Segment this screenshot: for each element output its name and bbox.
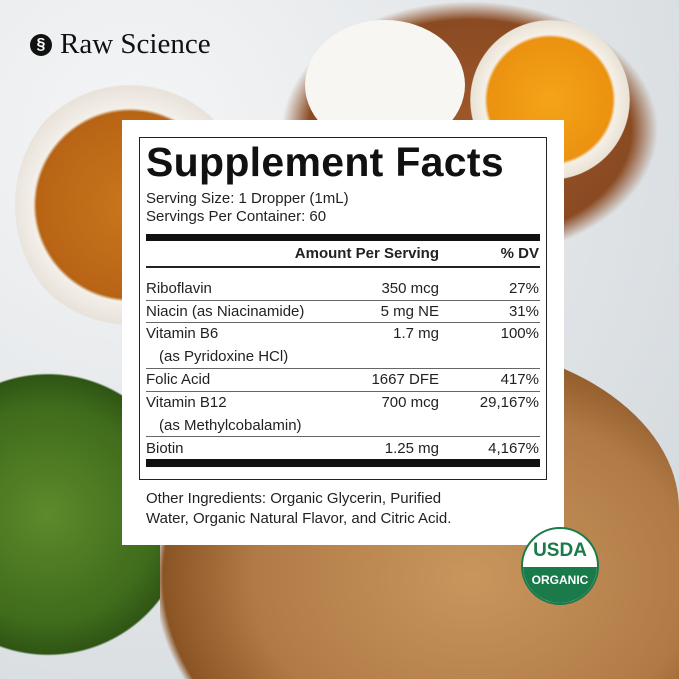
nutrient-dv: 31% (508, 303, 539, 320)
other-ingredients-line-1: Other Ingredients: Organic Glycerin, Pur… (146, 490, 442, 507)
servings-per-container: Servings Per Container: 60 (146, 208, 327, 225)
header-amount: Amount Per Serving (294, 245, 439, 262)
nutrient-source: (as Methylcobalamin) (159, 417, 302, 434)
nutrient-dv: 29,167% (479, 394, 539, 411)
row-divider (146, 300, 540, 301)
nutrient-dv: 27% (508, 280, 539, 297)
row-divider (146, 391, 540, 392)
nutrient-name: Riboflavin (146, 280, 212, 297)
serving-size: Serving Size: 1 Dropper (1mL) (146, 190, 349, 207)
brand-logo: § Raw Science (30, 28, 211, 61)
nutrient-amount: 350 mcg (381, 280, 439, 297)
nutrient-dv: 4,167% (488, 440, 539, 457)
nutrient-amount: 1.7 mg (393, 325, 439, 342)
seal-line-2: ORGANIC (523, 567, 597, 603)
header-dv: % DV (500, 245, 539, 262)
nutrient-amount: 1.25 mg (384, 440, 439, 457)
divider-thick (146, 234, 540, 241)
nutrient-name: Folic Acid (146, 371, 211, 388)
nutrient-name: Vitamin B12 (146, 394, 227, 411)
divider-thick (146, 459, 540, 467)
row-divider (146, 436, 540, 437)
facts-title: Supplement Facts (146, 139, 504, 185)
nutrient-name: Niacin (as Niacinamide) (146, 303, 305, 320)
nutrient-amount: 5 mg NE (380, 303, 439, 320)
nutrient-name: Biotin (146, 440, 184, 457)
nutrient-amount: 1667 DFE (371, 371, 439, 388)
row-divider (146, 368, 540, 369)
row-divider (146, 322, 540, 323)
nutrient-name: Vitamin B6 (146, 325, 219, 342)
nutrient-dv: 417% (500, 371, 539, 388)
nutrient-amount: 700 mcg (381, 394, 439, 411)
nutrient-dv: 100% (500, 325, 539, 342)
usda-organic-seal: USDA ORGANIC (521, 527, 599, 605)
other-ingredients-line-2: Water, Organic Natural Flavor, and Citri… (146, 510, 452, 527)
supplement-facts-box (139, 137, 547, 480)
divider (146, 266, 540, 268)
supplement-facts-panel (122, 120, 564, 545)
raw-science-logo-icon: § (30, 33, 52, 56)
nutrient-source: (as Pyridoxine HCl) (159, 348, 289, 365)
brand-name: Raw Science (60, 28, 211, 60)
seal-line-1: USDA (533, 540, 587, 561)
